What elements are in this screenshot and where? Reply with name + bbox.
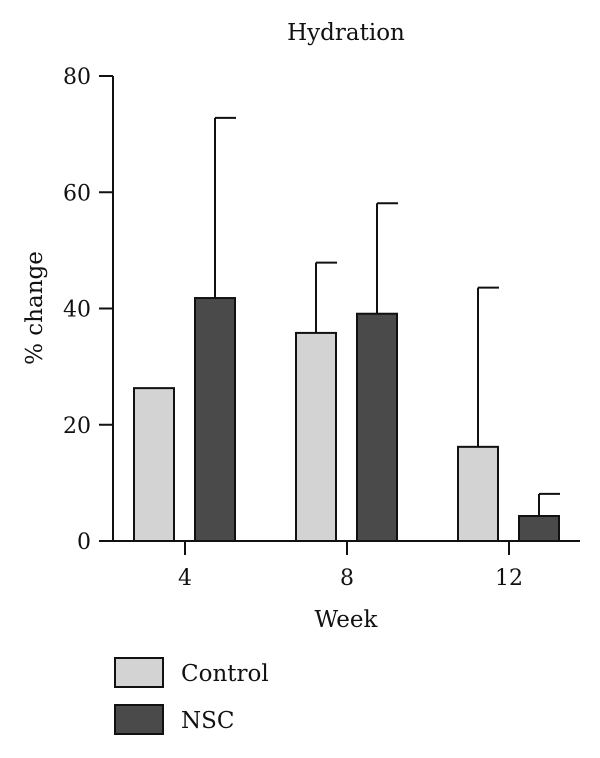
bar-control — [295, 331, 337, 542]
y-axis-label: % change — [22, 251, 48, 365]
x-tick-label: 12 — [495, 566, 523, 591]
x-tick-label: 8 — [340, 566, 354, 591]
plot-area: 0 20 40 60 80 4 8 12 — [63, 65, 580, 591]
legend-label-control: Control — [181, 661, 269, 687]
chart-title: Hydration — [287, 20, 405, 46]
y-tick-label: 40 — [63, 298, 91, 323]
legend-label-nsc: NSC — [181, 708, 234, 734]
bar-control — [133, 387, 175, 542]
bar-control — [457, 445, 499, 542]
bar-nsc — [518, 515, 560, 542]
y-tick-label: 0 — [77, 530, 91, 555]
y-tick-label: 20 — [63, 414, 91, 439]
x-tick-label: 4 — [178, 566, 192, 591]
y-tick-label: 60 — [63, 181, 91, 206]
legend-swatch-control — [114, 657, 164, 688]
legend: Control NSC — [114, 657, 269, 735]
x-axis-label: Week — [315, 607, 379, 633]
legend-swatch-nsc — [114, 704, 164, 735]
bar-nsc — [356, 312, 398, 543]
y-tick-label: 80 — [63, 65, 91, 90]
bar-nsc — [194, 297, 236, 542]
